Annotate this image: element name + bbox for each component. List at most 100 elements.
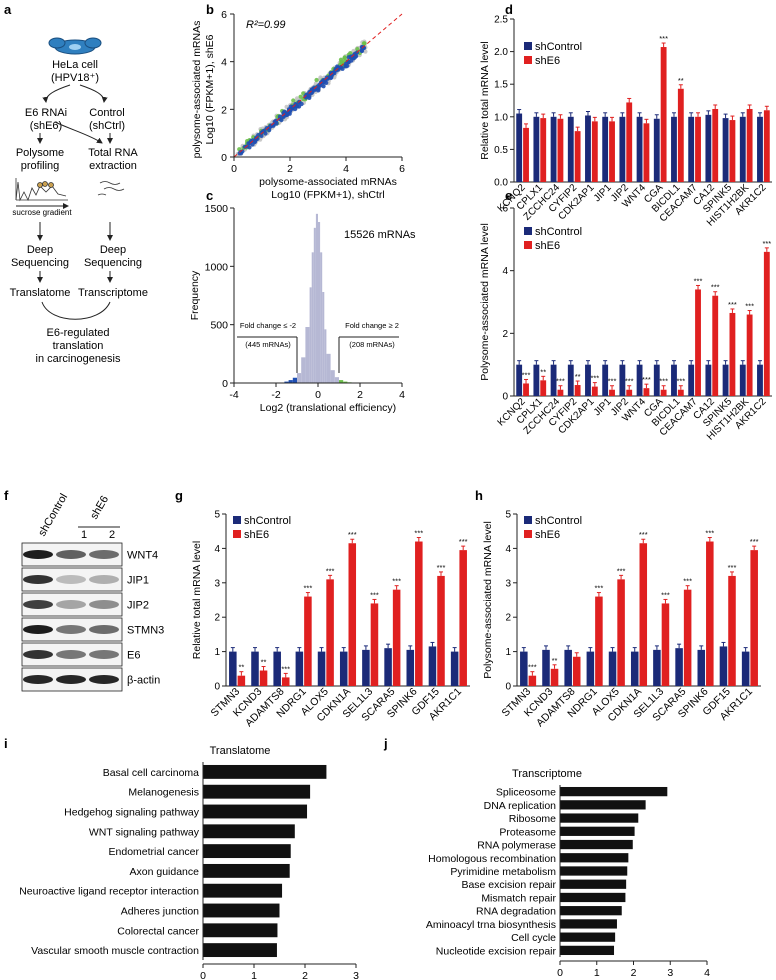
legend-swatch-shcontrol — [524, 227, 532, 235]
bar-she6 — [609, 389, 615, 396]
blot-band — [56, 550, 86, 559]
flow-poly-2: profiling — [21, 160, 60, 172]
bar-she6 — [574, 131, 581, 182]
legend-shcontrol: shControl — [535, 41, 582, 53]
nes-bar — [560, 826, 635, 836]
significance-mark: *** — [608, 377, 617, 386]
flow-out-1: E6-regulated — [47, 327, 110, 339]
y-tick-label: 2 — [502, 329, 508, 340]
bar-shcontrol — [653, 364, 660, 396]
histogram-bar — [297, 373, 302, 383]
bar-shcontrol — [450, 651, 459, 686]
bar-she6 — [326, 579, 334, 686]
flow-seq-right-1: Deep — [100, 244, 126, 256]
label-d: d — [505, 2, 513, 17]
y-tick-label: 0 — [502, 392, 508, 403]
bar-shcontrol — [602, 116, 609, 182]
pathway-label: Nucleotide excision repair — [436, 945, 557, 957]
nes-bar — [560, 906, 622, 916]
y-tick-label: 1.5 — [494, 80, 508, 91]
blot-header-lane-2: 2 — [109, 529, 115, 541]
panel-b-scatter: 0 2 4 6 0 2 4 6 R²=0.99 polysome-associated mRNAs… — [191, 9, 405, 201]
bar-shcontrol — [619, 116, 626, 182]
bar-shcontrol — [564, 649, 572, 686]
pathway-label: Cell cycle — [511, 932, 556, 944]
significance-mark: ** — [678, 76, 684, 85]
scatter-point-down — [277, 114, 282, 119]
blot-band — [23, 550, 53, 559]
bar-shcontrol — [550, 116, 557, 182]
nes-bar — [203, 784, 311, 799]
significance-mark: *** — [728, 300, 737, 309]
histogram-bar — [326, 353, 331, 383]
y-tick-label: 5 — [505, 510, 511, 521]
bar-she6 — [572, 656, 581, 686]
flow-rnai-2: (shE6) — [30, 120, 62, 132]
bar-she6 — [557, 389, 564, 396]
bar-shcontrol — [229, 651, 237, 686]
bar-shcontrol — [406, 649, 415, 686]
scatter-point-up — [355, 47, 360, 52]
blot-band — [89, 625, 119, 634]
pathway-label: Mismatch repair — [481, 892, 556, 904]
blot-band — [23, 600, 53, 609]
bar-she6 — [661, 603, 670, 686]
bar-she6 — [370, 603, 379, 686]
histogram-title: 15526 mRNAs — [344, 229, 416, 241]
blot-band — [23, 625, 53, 634]
chart-title: Translatome — [210, 745, 271, 757]
bar-shcontrol — [273, 651, 281, 686]
bar-she6 — [695, 116, 701, 182]
bar-shcontrol — [567, 364, 574, 396]
pathway-label: Pyrimidine metabolism — [450, 866, 556, 878]
nes-bar — [203, 923, 278, 938]
scatter-point-down — [340, 66, 345, 71]
flow-out-3: in carcinogenesis — [36, 353, 121, 365]
y-tick-label: 1 — [214, 647, 220, 658]
x-tick-label: 3 — [667, 967, 673, 979]
y-tick-label: 3 — [214, 578, 220, 589]
pathway-label: WNT signaling pathway — [89, 826, 200, 838]
label-a: a — [4, 2, 12, 17]
y-tick-label: 2.5 — [494, 15, 508, 26]
y-axis-label-1: polysome-associated mRNAs — [191, 21, 203, 159]
y-tick-label: 6 — [221, 9, 227, 21]
histogram-bar — [284, 381, 289, 383]
legend-swatch-she6 — [233, 530, 241, 538]
blot-band — [56, 575, 86, 584]
flow-ctrl-2: (shCtrl) — [89, 120, 125, 132]
histogram-bar — [330, 370, 335, 383]
nes-bar — [560, 813, 639, 823]
bar-she6 — [763, 110, 770, 182]
bar-she6 — [729, 312, 736, 396]
scatter-point-down — [316, 86, 321, 91]
blot-band — [89, 575, 119, 584]
nes-bar — [203, 883, 283, 898]
nes-bar — [203, 863, 290, 878]
significance-mark: *** — [370, 590, 379, 599]
scatter-point-down — [242, 144, 247, 149]
pathway-label: Homologous recombination — [428, 853, 556, 865]
scatter-point-up — [361, 41, 367, 46]
y-tick-label: 4 — [502, 266, 508, 277]
scatter-point-down — [237, 151, 242, 156]
legend-shcontrol: shControl — [535, 515, 582, 527]
bar-shcontrol — [608, 651, 617, 686]
bar-shcontrol — [567, 116, 574, 182]
bar-she6 — [591, 386, 598, 396]
panel-i-nes-chart: Basal cell carcinoma Melanogenesis Hedgeho… — [19, 745, 359, 980]
x-tick-label: -2 — [271, 389, 280, 401]
polysome-profile-icon — [15, 178, 68, 202]
bar-shcontrol — [675, 648, 683, 686]
scatter-point-up — [314, 77, 319, 83]
bar-shcontrol — [339, 651, 348, 686]
blot-label-5: β-actin — [127, 675, 160, 687]
scatter-point-down — [252, 139, 258, 145]
significance-mark: *** — [590, 374, 599, 383]
histogram-bar — [339, 380, 344, 383]
significance-mark: *** — [745, 302, 754, 311]
bar-shcontrol — [251, 651, 259, 686]
bar-shcontrol — [688, 364, 695, 396]
